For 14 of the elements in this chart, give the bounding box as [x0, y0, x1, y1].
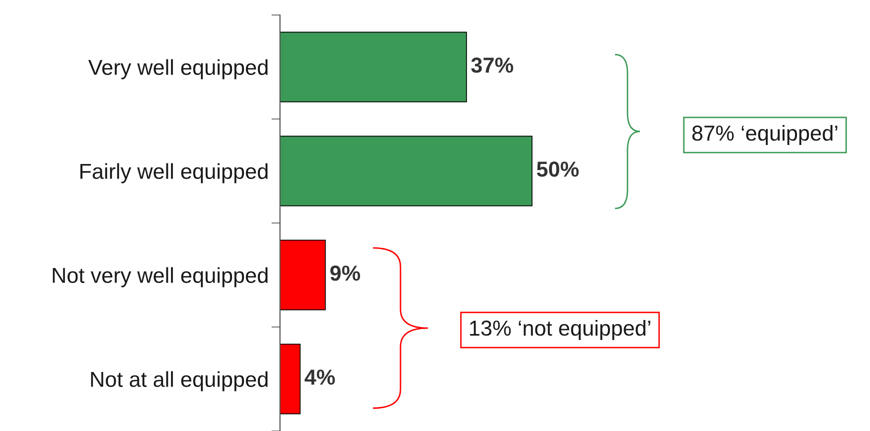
data-label: 9%	[330, 266, 360, 281]
bar	[280, 240, 326, 310]
bar	[280, 344, 301, 414]
text: 87% ‘equipped’	[692, 124, 838, 146]
y-tick-label: Fairly well equipped	[80, 163, 268, 184]
data-label: 4%	[304, 370, 335, 385]
bar	[280, 136, 532, 206]
annotation: 13% ‘not equipped’	[470, 320, 650, 340]
y-tick-label: Not at all equipped	[91, 371, 268, 392]
y-tick-label: Not very well equipped	[52, 267, 268, 288]
data-label: 50%	[536, 162, 579, 177]
y-tick-label: Very well equipped	[88, 59, 268, 80]
bar	[280, 32, 467, 102]
data-label: 37%	[471, 58, 514, 73]
